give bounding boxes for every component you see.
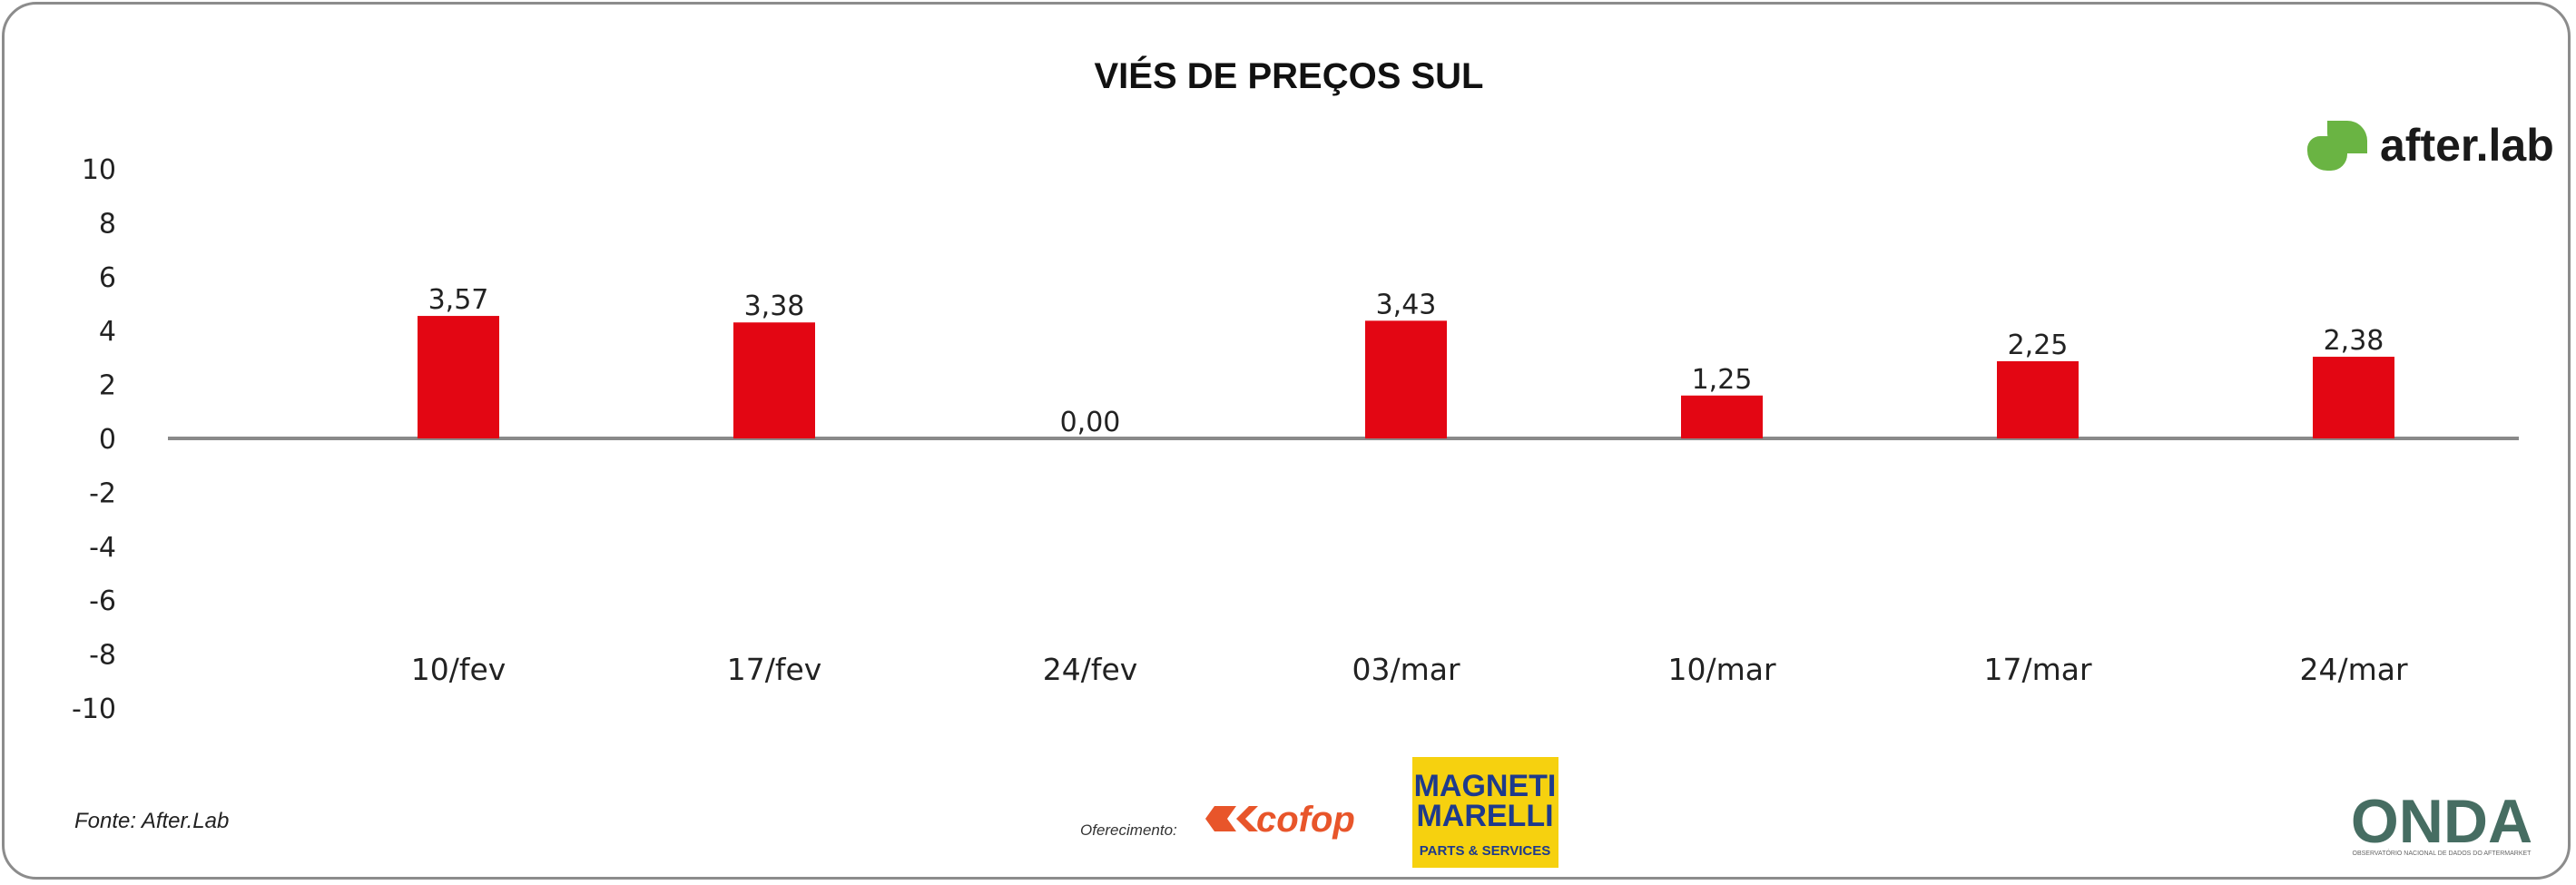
cofop-logo-text: cofop [1256, 800, 1355, 840]
y-tick-label: -4 [89, 532, 116, 564]
magneti-marelli-logo: MAGNETI MARELLI PARTS & SERVICES [1412, 757, 1558, 868]
x-tick-label: 17/mar [1983, 652, 2091, 687]
data-label-17/fev: 3,38 [744, 290, 805, 322]
x-tick-label: 03/mar [1352, 652, 1460, 687]
onda-logo-text: ONDA [2351, 787, 2532, 856]
afterlab-logo-mark-icon [2307, 121, 2367, 171]
data-label-03/mar: 3,43 [1376, 289, 1437, 320]
bar-series: 3,57 3,38 0,00 3,43 1,25 2,25 2,38 [418, 284, 2394, 438]
onda-logo: ONDA OBSERVATÓRIO NACIONAL DE DADOS DO A… [2351, 787, 2532, 857]
cofop-logo: cofop [1205, 800, 1355, 840]
y-tick-label: -6 [89, 585, 116, 617]
data-label-24/mar: 2,38 [2324, 325, 2384, 357]
y-tick-label: 2 [99, 370, 116, 402]
cofop-logo-mark-icon [1205, 806, 1258, 831]
bar-17/fev [733, 322, 815, 438]
x-tick-label: 17/fev [727, 652, 822, 687]
y-tick-label: -2 [89, 477, 116, 509]
y-tick-label: 0 [99, 424, 116, 456]
y-tick-label: -8 [89, 640, 116, 672]
magneti-logo-line1: MAGNETI [1414, 769, 1557, 803]
bar-03/mar [1365, 320, 1447, 438]
magneti-logo-line2: MARELLI [1416, 799, 1553, 833]
data-label-24/fev: 0,00 [1060, 407, 1121, 438]
chart-title: VIÉS DE PREÇOS SUL [1095, 55, 1484, 96]
data-label-17/mar: 2,25 [2008, 329, 2069, 361]
y-axis: 10 8 6 4 2 0 -2 -4 -6 -8 -10 [72, 154, 116, 725]
x-axis: 10/fev 17/fev 24/fev 03/mar 10/mar 17/mar 24/m… [411, 652, 2408, 687]
bar-10/mar [1681, 395, 1763, 438]
bar-10/fev [418, 316, 499, 438]
magneti-logo-subtitle: PARTS & SERVICES [1420, 843, 1550, 859]
x-tick-label: 24/mar [2299, 652, 2407, 687]
y-tick-label: 6 [99, 262, 116, 294]
afterlab-logo-text: after.lab [2380, 120, 2554, 171]
y-tick-label: 10 [82, 154, 116, 186]
y-tick-label: 4 [99, 316, 116, 348]
y-tick-label: -10 [72, 693, 116, 725]
x-tick-label: 10/fev [411, 652, 506, 687]
x-tick-label: 24/fev [1043, 652, 1138, 687]
onda-logo-tagline: OBSERVATÓRIO NACIONAL DE DADOS DO AFTERM… [2353, 849, 2532, 857]
x-tick-label: 10/mar [1667, 652, 1775, 687]
y-tick-label: 8 [99, 208, 116, 240]
offered-by-label: Oferecimento: [1080, 821, 1177, 839]
afterlab-logo: after.lab [2307, 120, 2554, 171]
data-label-10/mar: 1,25 [1692, 364, 1753, 396]
bar-17/mar [1997, 360, 2079, 438]
data-label-10/fev: 3,57 [428, 284, 489, 316]
bar-24/mar [2313, 357, 2394, 438]
magneti-marelli-logo-background [1412, 757, 1558, 868]
source-note: Fonte: After.Lab [74, 809, 229, 833]
